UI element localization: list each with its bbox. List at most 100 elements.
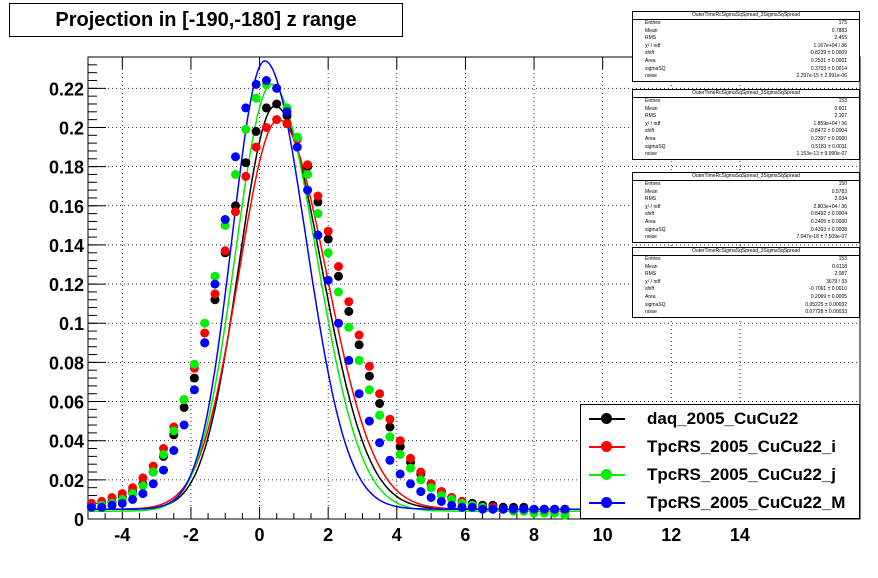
legend-label: TpcRS_2005_CuCu22_i	[647, 437, 836, 456]
stat-key: Area	[645, 218, 656, 225]
stat-row: sigmaSQ 0.5181 ± 0.0011	[633, 144, 859, 152]
stat-value: 2.803e+04 / 36	[813, 203, 847, 210]
data-point-series-3	[282, 107, 292, 117]
legend-label: daq_2005_CuCu22	[647, 409, 799, 428]
data-point-series-2	[179, 395, 189, 405]
data-point-series-3	[467, 502, 477, 512]
stat-box: OuterTimeRcSigmaSqSpread_3SigmaSqSpread E…	[632, 11, 860, 82]
data-point-series-2	[169, 426, 179, 436]
y-tick-label: 0.16	[49, 197, 84, 217]
data-point-series-1	[261, 123, 271, 132]
stat-value: 150	[838, 181, 847, 187]
data-point-series-3	[86, 502, 96, 512]
stat-row: Mean 0.601	[633, 106, 859, 114]
legend-marker	[601, 413, 612, 424]
data-point-series-3	[406, 479, 415, 489]
stat-row: Area 0.2405 ± 0.0000	[633, 219, 859, 227]
stat-row: Area 0.2531 ± 0.0001	[633, 58, 859, 66]
stat-key: χ² / ndf	[645, 278, 661, 285]
stat-row: χ² / ndf 1.167e+04 / 36	[633, 43, 859, 51]
stat-key: Area	[645, 293, 656, 300]
data-point-series-3	[292, 142, 302, 152]
stat-row: Area 0.2397 ± 0.0000	[633, 136, 859, 144]
data-point-series-1	[416, 467, 426, 477]
stat-key: sigmaSQ	[645, 226, 666, 233]
data-point-series-1	[303, 160, 313, 170]
data-point-series-2	[159, 449, 168, 459]
stat-key: RMS	[645, 113, 657, 120]
data-point-series-1	[354, 330, 364, 340]
x-tick-label: 0	[255, 525, 265, 545]
stat-key: Mean	[645, 263, 658, 270]
stat-row: noise 0.07728 ± 0.00033	[633, 309, 859, 317]
data-point-series-0	[364, 371, 374, 381]
stat-value: 2.297e-15 ± 2.991e-06	[796, 73, 847, 80]
data-point-series-1	[334, 262, 343, 271]
legend-entry: TpcRS_2005_CuCu22_i	[581, 433, 859, 461]
stat-row: shift -0.8492 ± 0.0004	[633, 211, 859, 219]
x-tick-label: 4	[392, 525, 402, 545]
stat-value: 0.7883	[831, 27, 847, 34]
stat-key: shift	[645, 286, 655, 293]
stat-box-title: OuterTimeRcSigmaSqSpread_3SigmaSqSpread	[633, 90, 859, 98]
data-point-series-0	[272, 99, 282, 109]
data-point-series-3	[303, 185, 313, 195]
data-point-series-3	[385, 455, 395, 465]
stat-row: sigmaSQ 0.3703 ± 0.0014	[633, 66, 859, 74]
stat-row: shift -0.8472 ± 0.0004	[633, 128, 859, 136]
stat-row: RMS 2.455	[633, 35, 859, 43]
x-tick-label: 8	[529, 525, 539, 545]
stat-key: RMS	[645, 196, 657, 203]
data-point-series-2	[241, 124, 251, 134]
data-point-series-3	[447, 500, 457, 510]
stat-row: Mean 0.6118	[633, 264, 859, 272]
legend-entry: TpcRS_2005_CuCu22_M	[581, 489, 859, 517]
data-point-series-3	[498, 504, 508, 514]
data-point-series-3	[220, 215, 230, 224]
data-point-series-3	[323, 275, 333, 285]
data-point-series-3	[200, 338, 210, 348]
data-point-series-1	[210, 289, 220, 299]
data-point-series-2	[354, 355, 364, 365]
stat-value: 1.859e+04 / 36	[813, 120, 847, 127]
stat-key: Area	[645, 135, 656, 142]
stat-key: noise	[645, 234, 657, 241]
data-point-series-3	[231, 152, 240, 162]
stat-row: Mean 0.5783	[633, 189, 859, 197]
data-point-series-3	[344, 355, 354, 365]
data-point-series-3	[261, 76, 271, 85]
y-tick-label: 0.22	[49, 79, 84, 99]
stat-key: χ² / ndf	[645, 42, 661, 49]
stat-key: χ² / ndf	[645, 203, 661, 210]
stat-row: noise 1.153e-13 ± 9.990e-07	[633, 151, 859, 159]
stat-key: sigmaSQ	[645, 65, 666, 72]
data-point-series-3	[97, 502, 107, 512]
data-point-series-2	[323, 248, 333, 258]
fit-curve-3	[88, 60, 619, 510]
data-point-series-3	[416, 487, 426, 497]
data-point-series-1	[231, 207, 240, 217]
data-point-series-0	[323, 234, 333, 244]
data-point-series-2	[148, 467, 158, 477]
y-tick-label: 0	[74, 510, 84, 530]
stat-box: OuterTimeRcSigmaSqSpread_3SigmaSqSpread E…	[632, 89, 860, 160]
data-point-series-0	[189, 373, 199, 383]
stat-key: noise	[645, 151, 657, 158]
data-point-series-1	[220, 246, 230, 256]
data-point-series-3	[128, 494, 138, 504]
stat-value: 0.2099 ± 0.0005	[810, 293, 847, 300]
legend-label: TpcRS_2005_CuCu22_j	[647, 465, 836, 484]
legend-entry: daq_2005_CuCu22	[581, 405, 859, 433]
stat-row: χ² / ndf 2.803e+04 / 36	[633, 204, 859, 212]
legend-marker	[601, 469, 612, 480]
stat-row: χ² / ndf 1.859e+04 / 36	[633, 121, 859, 129]
legend-marker	[601, 441, 612, 452]
stat-row: Mean 0.7883	[633, 28, 859, 36]
data-point-series-0	[334, 271, 343, 281]
legend-entry: TpcRS_2005_CuCu22_j	[581, 461, 859, 489]
stat-value: 2.087	[834, 271, 847, 278]
data-point-series-1	[406, 453, 415, 463]
data-point-series-3	[550, 504, 560, 514]
stat-value: 0.6118	[832, 263, 847, 270]
data-point-series-2	[395, 449, 405, 459]
